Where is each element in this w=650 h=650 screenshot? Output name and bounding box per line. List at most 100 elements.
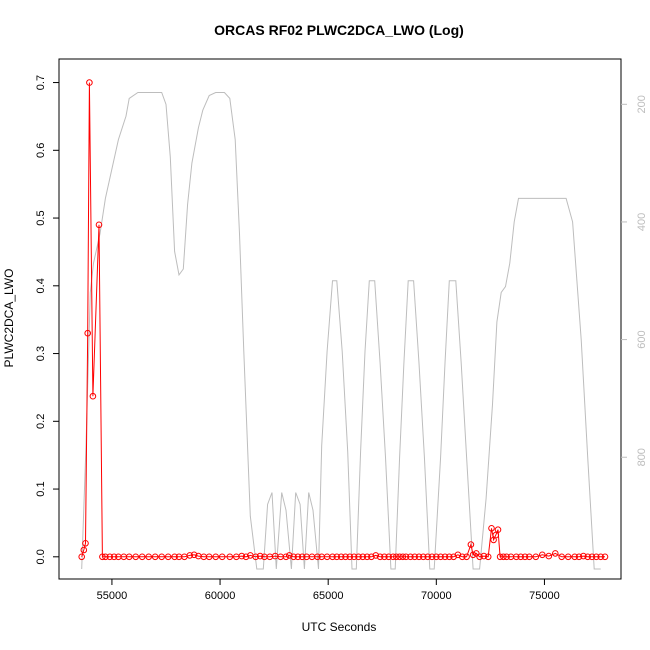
data-point <box>89 392 97 400</box>
x-axis: 55000 60000 65000 70000 75000 <box>97 579 560 602</box>
data-point <box>298 553 306 561</box>
data-point <box>469 551 477 559</box>
data-point <box>99 553 106 561</box>
data-point <box>513 553 520 561</box>
x-axis-label: UTC Seconds <box>302 620 377 634</box>
right-axis-tick-label: 400 <box>636 213 648 231</box>
data-point <box>110 553 118 561</box>
data-point <box>286 552 293 559</box>
data-point <box>396 553 403 561</box>
data-point <box>329 553 336 561</box>
y-axis: 0.0 0.1 0.2 0.3 0.4 0.5 0.6 0.7 <box>35 75 59 564</box>
data-point <box>521 553 529 561</box>
data-point <box>102 553 109 561</box>
data-point <box>359 553 367 561</box>
data-point <box>186 552 194 559</box>
chart-title: ORCAS RF02 PLWC2DCA_LWO (Log) <box>214 22 464 38</box>
data-point <box>256 552 264 560</box>
data-point <box>588 553 596 561</box>
data-point <box>314 553 321 561</box>
data-point <box>571 553 579 561</box>
data-point <box>376 553 384 561</box>
data-point <box>218 553 226 561</box>
data-point <box>190 551 198 559</box>
data-point <box>500 553 507 561</box>
data-point <box>145 553 152 561</box>
data-point <box>337 553 345 561</box>
y-tick-label: 0.5 <box>35 210 47 225</box>
y-tick-label: 0.6 <box>35 143 47 158</box>
data-point <box>342 553 349 561</box>
data-point <box>580 552 587 560</box>
data-point <box>350 553 358 561</box>
data-point <box>385 553 393 561</box>
data-point <box>564 553 572 561</box>
y-tick-label: 0.4 <box>35 278 47 293</box>
data-point <box>238 552 245 560</box>
data-point <box>290 553 297 561</box>
data-point <box>539 551 546 559</box>
data-point <box>242 553 250 561</box>
data-point <box>433 553 440 561</box>
data-point <box>381 553 388 561</box>
data-point <box>532 553 540 561</box>
data-point <box>158 553 165 561</box>
data-point <box>346 553 354 561</box>
data-point <box>593 553 600 561</box>
data-point <box>496 553 504 561</box>
data-point <box>467 541 475 548</box>
data-point <box>82 540 89 547</box>
data-point <box>552 550 559 557</box>
data-point <box>86 79 93 86</box>
data-point <box>411 553 419 561</box>
data-point <box>476 553 483 561</box>
y-axis-label: PLWC2DCA_LWO <box>2 269 16 368</box>
data-point <box>584 553 592 561</box>
right-axis-tick-label: 800 <box>636 448 648 466</box>
data-point <box>132 553 139 561</box>
data-point <box>473 550 480 557</box>
pressure-altitude-line <box>81 92 601 570</box>
x-tick-label: 75000 <box>529 590 560 602</box>
plot-frame <box>58 58 622 580</box>
data-point <box>597 553 605 561</box>
x-tick-label: 65000 <box>313 590 344 602</box>
data-point <box>95 221 103 229</box>
y-tick-label: 0.3 <box>35 346 47 361</box>
data-point <box>484 553 492 561</box>
data-point <box>393 553 400 561</box>
y-tick-label: 0.0 <box>35 549 47 564</box>
data-point <box>212 553 219 561</box>
data-point <box>282 553 290 561</box>
data-point <box>558 553 566 561</box>
right-axis: 200 400 600 800 <box>621 95 648 466</box>
data-point <box>526 553 533 561</box>
data-point <box>138 553 146 561</box>
x-tick-label: 70000 <box>421 590 452 602</box>
data-point <box>106 553 114 561</box>
data-point <box>437 553 444 561</box>
data-point <box>424 553 432 561</box>
data-point <box>164 553 172 561</box>
data-point <box>420 553 427 561</box>
data-point <box>389 553 397 561</box>
lwc-series-line <box>81 82 605 558</box>
data-point <box>503 553 510 561</box>
data-point <box>575 553 583 561</box>
data-point <box>545 552 553 560</box>
data-point <box>355 553 362 561</box>
right-axis-tick-label: 200 <box>636 95 648 113</box>
data-point <box>399 553 407 561</box>
x-tick-label: 55000 <box>97 590 128 602</box>
data-point <box>407 553 414 561</box>
data-point <box>446 553 453 561</box>
data-point <box>459 553 466 561</box>
data-point <box>252 553 259 561</box>
data-point <box>488 525 495 532</box>
data-point <box>363 553 371 561</box>
y-tick-label: 0.7 <box>35 75 47 90</box>
data-point <box>428 553 436 561</box>
data-point <box>84 329 91 337</box>
x-tick-label: 60000 <box>205 590 236 602</box>
